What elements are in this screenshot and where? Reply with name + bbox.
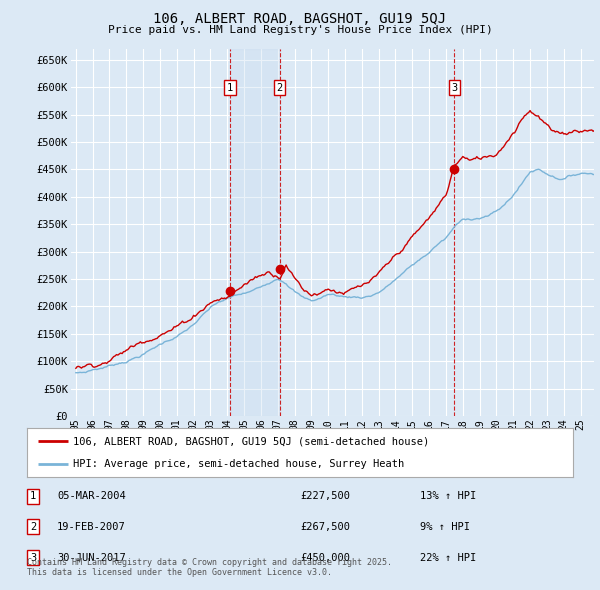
Text: £227,500: £227,500 (300, 491, 350, 501)
Text: 3: 3 (30, 553, 36, 562)
Bar (230, 49, 280, 416)
Text: £267,500: £267,500 (300, 522, 350, 532)
Text: Contains HM Land Registry data © Crown copyright and database right 2025.
This d: Contains HM Land Registry data © Crown c… (27, 558, 392, 577)
Text: 3: 3 (451, 83, 457, 93)
Text: £450,000: £450,000 (300, 553, 350, 562)
Text: 106, ALBERT ROAD, BAGSHOT, GU19 5QJ (semi-detached house): 106, ALBERT ROAD, BAGSHOT, GU19 5QJ (sem… (73, 437, 430, 447)
Text: 1: 1 (30, 491, 36, 501)
Text: 9% ↑ HPI: 9% ↑ HPI (420, 522, 470, 532)
Text: 1: 1 (227, 83, 233, 93)
Text: 13% ↑ HPI: 13% ↑ HPI (420, 491, 476, 501)
Text: 22% ↑ HPI: 22% ↑ HPI (420, 553, 476, 562)
Text: 2: 2 (30, 522, 36, 532)
Text: 30-JUN-2017: 30-JUN-2017 (57, 553, 126, 562)
Text: 106, ALBERT ROAD, BAGSHOT, GU19 5QJ: 106, ALBERT ROAD, BAGSHOT, GU19 5QJ (154, 12, 446, 26)
Text: HPI: Average price, semi-detached house, Surrey Heath: HPI: Average price, semi-detached house,… (73, 458, 404, 468)
Text: 2: 2 (277, 83, 283, 93)
Text: Price paid vs. HM Land Registry's House Price Index (HPI): Price paid vs. HM Land Registry's House … (107, 25, 493, 35)
Text: 05-MAR-2004: 05-MAR-2004 (57, 491, 126, 501)
Text: 19-FEB-2007: 19-FEB-2007 (57, 522, 126, 532)
